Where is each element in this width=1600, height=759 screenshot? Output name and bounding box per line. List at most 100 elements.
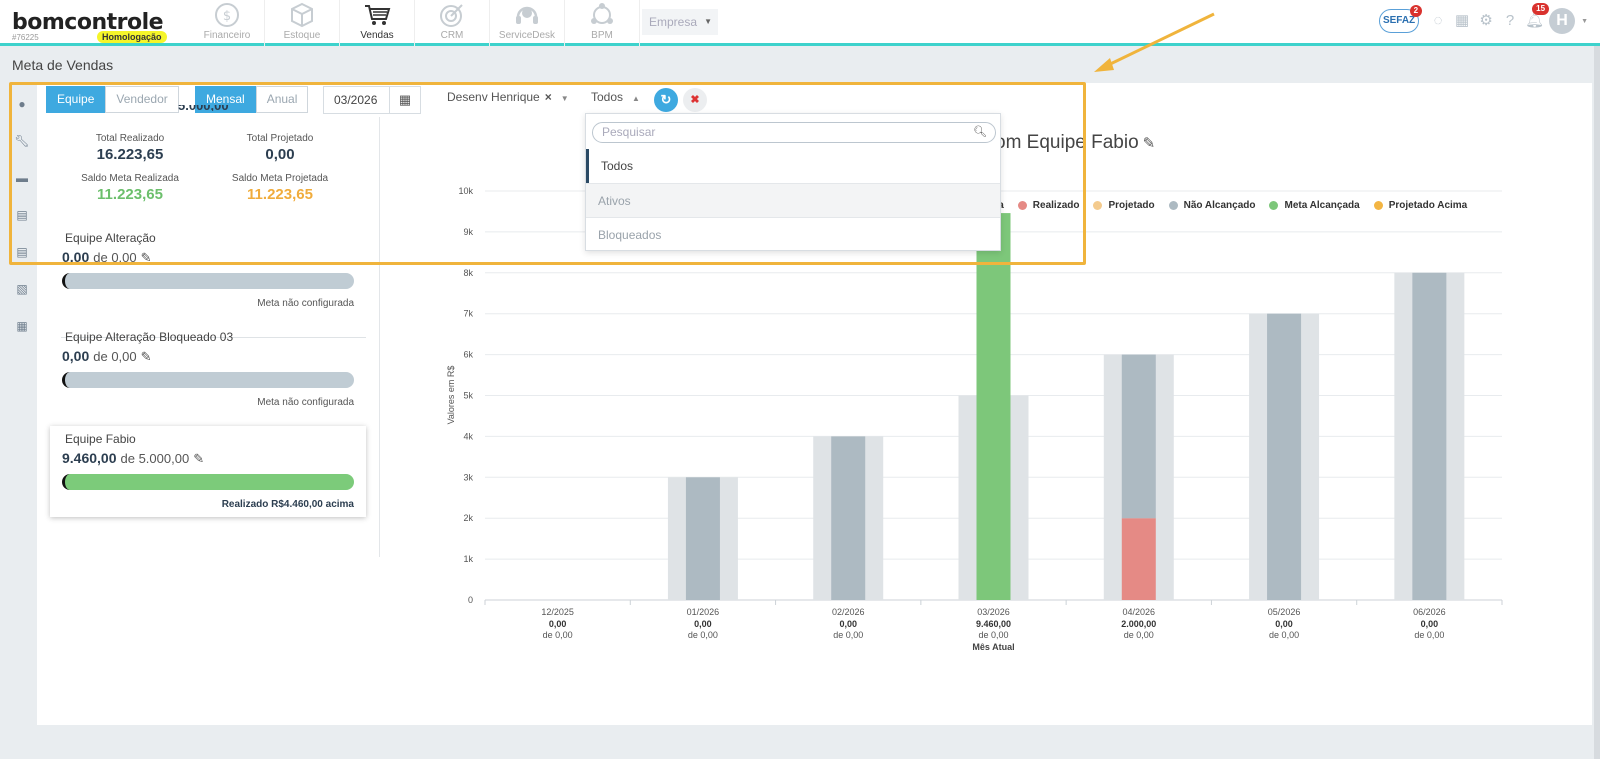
gear-icon[interactable]: ⚙	[1479, 12, 1493, 29]
x-goal-label: de 0,00	[833, 630, 863, 640]
bar-meta-alcancada	[976, 213, 1011, 600]
team-value: 0,00	[62, 249, 90, 265]
y-tick-label: 2k	[463, 513, 473, 523]
team-name: Equipe Fabio	[65, 432, 136, 446]
file-export-icon[interactable]: ▤	[16, 244, 28, 259]
status-filter-select[interactable]: Todos ▲	[591, 90, 640, 104]
dropdown-option-todos[interactable]: Todos	[586, 149, 1000, 183]
module-label: BPM	[591, 30, 613, 41]
whatsapp-icon[interactable]: ◌	[1433, 12, 1443, 29]
clear-filters-button[interactable]: ✖	[683, 88, 707, 112]
month-input[interactable]: 03/2026	[323, 86, 390, 114]
caret-down-icon: ▼	[560, 94, 569, 103]
legend-label: Projetado	[1108, 200, 1155, 211]
team-card-selected[interactable]: Equipe Fabio 9.460,00 de 5.000,00 ✎ Realiz…	[50, 426, 366, 517]
info-icon[interactable]: ●	[18, 96, 26, 111]
legend-label: Não Alcançado	[1183, 200, 1256, 211]
edit-icon[interactable]: ✎	[1142, 135, 1156, 152]
network-icon	[591, 3, 613, 24]
empresa-select[interactable]: Empresa ▼	[642, 9, 718, 35]
sales-goal-chart: 0 1k 2k 3k 4k 5k 6k 7k 8k 9k 10k Valores em R$ 12/20…	[446, 186, 1503, 652]
legend-swatch	[1093, 201, 1103, 210]
legend-item[interactable]: Projetado	[1093, 200, 1155, 211]
dropdown-option-ativos[interactable]: Ativos	[586, 183, 1000, 217]
pdf-icon[interactable]: ▧	[16, 281, 28, 296]
module-label: CRM	[440, 30, 464, 41]
module-estoque[interactable]: Estoque	[265, 0, 340, 46]
module-servicedesk[interactable]: ServiceDesk	[490, 0, 565, 46]
total-projetado-value: 0,00	[265, 146, 295, 163]
module-vendas[interactable]: Vendas	[340, 0, 415, 46]
user-filter-select[interactable]: Desenv Henrique × ▼	[447, 90, 569, 104]
svg-text:$: $	[223, 9, 231, 24]
bar-nao-alcancado	[1412, 272, 1447, 600]
legend-label: Meta Alcançada	[1284, 200, 1360, 211]
cart-icon[interactable]: ▬	[16, 170, 28, 185]
legend-swatch	[1168, 201, 1178, 210]
shopping-cart-icon	[365, 5, 391, 25]
x-goal-label: de 0,00	[1269, 630, 1299, 640]
legend-swatch	[1017, 201, 1027, 210]
logo[interactable]: bomcontrole	[12, 10, 164, 35]
account-id: #76225	[12, 33, 39, 42]
sefaz-button[interactable]: SEFAZ 2	[1379, 5, 1423, 33]
wrench-icon[interactable]: 🔧︎	[14, 133, 30, 148]
edit-icon[interactable]: ✎	[140, 349, 152, 364]
module-bpm[interactable]: BPM	[565, 0, 640, 46]
period-anual-button[interactable]: Anual	[255, 86, 309, 113]
dropdown-search-input[interactable]: Pesquisar 🔍︎	[592, 122, 996, 143]
chevron-down-icon[interactable]: ▼	[1581, 17, 1588, 25]
clear-selection-icon[interactable]: ×	[544, 90, 552, 104]
avatar[interactable]: H	[1549, 8, 1576, 34]
saldo-projetada-value: 11.223,65	[247, 186, 313, 203]
team-value: 9.460,00	[62, 450, 117, 466]
saldo-realizada-value: 11.223,65	[97, 186, 163, 203]
module-label: Estoque	[283, 30, 321, 41]
caret-up-icon: ▲	[632, 94, 640, 103]
team-name: Equipe Alteração Bloqueado 03	[65, 330, 234, 344]
calendar-icon[interactable]: ▦	[1454, 12, 1470, 29]
bar-nao-alcancado	[831, 436, 866, 600]
y-tick-label: 6k	[463, 350, 473, 360]
scope-equipe-button[interactable]: Equipe	[46, 86, 106, 113]
page-scrollbar[interactable]	[1594, 46, 1600, 759]
bell-icon[interactable]: 🔔︎ 15	[1525, 3, 1550, 30]
calendar-grid-icon[interactable]: ▦	[16, 318, 28, 333]
team-name: Equipe Alteração	[65, 231, 156, 245]
page-title: Meta de Vendas	[12, 57, 114, 73]
status-filter-value: Todos	[591, 90, 624, 104]
module-financeiro[interactable]: $ Financeiro	[190, 0, 265, 46]
notification-badge: 15	[1532, 3, 1550, 15]
x-tick-label: 01/2026	[687, 607, 720, 617]
legend-swatch	[1373, 201, 1383, 210]
legend-item[interactable]: Projetado Acima	[1373, 200, 1467, 211]
module-crm[interactable]: CRM	[415, 0, 490, 46]
dropdown-option-bloqueados[interactable]: Bloqueados	[586, 217, 1000, 251]
module-label: ServiceDesk	[498, 30, 556, 41]
edit-icon[interactable]: ✎	[193, 451, 205, 466]
refresh-button[interactable]: ↻	[654, 88, 678, 112]
divider	[61, 337, 366, 338]
x-tick-label: 06/2026	[1413, 607, 1446, 617]
annotation-arrow	[1094, 12, 1215, 72]
calendar-button[interactable]: ▦	[390, 86, 421, 114]
y-tick-label: 5k	[463, 391, 473, 401]
caret-down-icon: ▼	[704, 17, 712, 26]
total-realizado-label: Total Realizado	[95, 133, 165, 144]
help-icon[interactable]: ?	[1505, 12, 1515, 29]
x-value-label: 0,00	[694, 619, 712, 629]
total-projetado-label: Total Projetado	[246, 133, 314, 144]
legend-item[interactable]: Meta Alcançada	[1269, 200, 1360, 211]
legend-item[interactable]: Realizado	[1017, 200, 1079, 211]
legend-item[interactable]: Não Alcançado	[1168, 200, 1256, 211]
edit-icon[interactable]: ✎	[140, 250, 152, 265]
dollar-coin-icon: $	[215, 3, 239, 27]
scope-vendedor-button[interactable]: Vendedor	[105, 86, 179, 113]
y-tick-label: 4k	[463, 431, 473, 441]
y-tick-label: 3k	[463, 472, 473, 482]
x-tick-label: 05/2026	[1268, 607, 1301, 617]
document-icon[interactable]: ▤	[16, 207, 28, 222]
period-mensal-button[interactable]: Mensal	[195, 86, 256, 113]
team-goal: de 5.000,00	[120, 451, 190, 466]
x-goal-label: de 0,00	[1414, 630, 1444, 640]
